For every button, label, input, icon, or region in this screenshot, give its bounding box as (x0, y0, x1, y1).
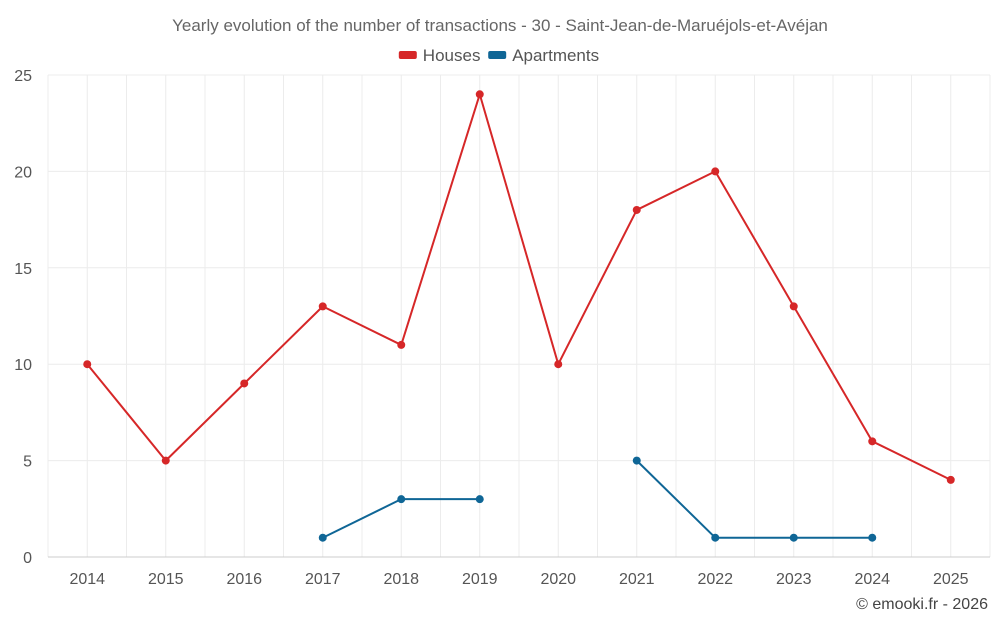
y-tick-label: 10 (14, 357, 32, 374)
x-tick-label: 2015 (148, 571, 184, 588)
x-tick-label: 2014 (69, 571, 105, 588)
x-axis: 2014 2015 2016 2017 2018 2019 2020 2021 2022 2023… (48, 556, 990, 588)
series-group (83, 90, 955, 542)
data-point-apartments[interactable] (789, 533, 798, 542)
y-tick-label: 5 (23, 454, 32, 471)
y-axis: 0 5 10 15 20 25 (14, 68, 32, 567)
data-point-houses[interactable] (632, 205, 641, 214)
data-point-apartments[interactable] (397, 495, 406, 504)
legend-swatch-houses (398, 51, 417, 59)
chart-title: Yearly evolution of the number of transa… (172, 16, 828, 35)
data-point-apartments[interactable] (868, 533, 877, 542)
data-point-houses[interactable] (397, 340, 406, 349)
y-tick-label: 20 (14, 164, 32, 181)
x-tick-label: 2018 (383, 571, 419, 588)
x-tick-label: 2021 (619, 571, 655, 588)
data-point-houses[interactable] (554, 360, 563, 369)
data-point-apartments[interactable] (711, 533, 720, 542)
x-tick-label: 2022 (697, 571, 733, 588)
x-tick-label: 2016 (226, 571, 262, 588)
data-point-houses[interactable] (946, 475, 955, 484)
legend-label-apartments[interactable]: Apartments (512, 46, 599, 65)
data-point-houses[interactable] (161, 456, 170, 465)
data-point-houses[interactable] (711, 167, 720, 176)
x-tick-label: 2023 (776, 571, 812, 588)
data-point-houses[interactable] (789, 302, 798, 311)
credit-text: © emooki.fr - 2026 (856, 596, 988, 613)
y-tick-label: 0 (23, 550, 32, 567)
x-tick-label: 2024 (854, 571, 890, 588)
y-tick-label: 15 (14, 261, 32, 278)
data-point-houses[interactable] (475, 90, 484, 99)
y-tick-label: 25 (14, 68, 32, 85)
data-point-houses[interactable] (83, 360, 92, 369)
data-point-houses[interactable] (240, 379, 249, 388)
series-line-apartments (636, 459, 873, 539)
series-line-houses (86, 93, 952, 481)
x-tick-label: 2020 (540, 571, 576, 588)
legend-swatch-apartments (488, 51, 507, 59)
legend-label-houses[interactable]: Houses (423, 46, 481, 65)
x-tick-label: 2025 (933, 571, 969, 588)
data-point-houses[interactable] (868, 437, 877, 446)
data-point-houses[interactable] (318, 302, 327, 311)
grid (47, 74, 991, 557)
data-point-apartments[interactable] (318, 533, 327, 542)
legend: Houses Apartments (398, 46, 599, 65)
data-point-apartments[interactable] (632, 456, 641, 465)
x-tick-label: 2017 (305, 571, 341, 588)
x-tick-label: 2019 (462, 571, 498, 588)
data-point-apartments[interactable] (475, 495, 484, 504)
